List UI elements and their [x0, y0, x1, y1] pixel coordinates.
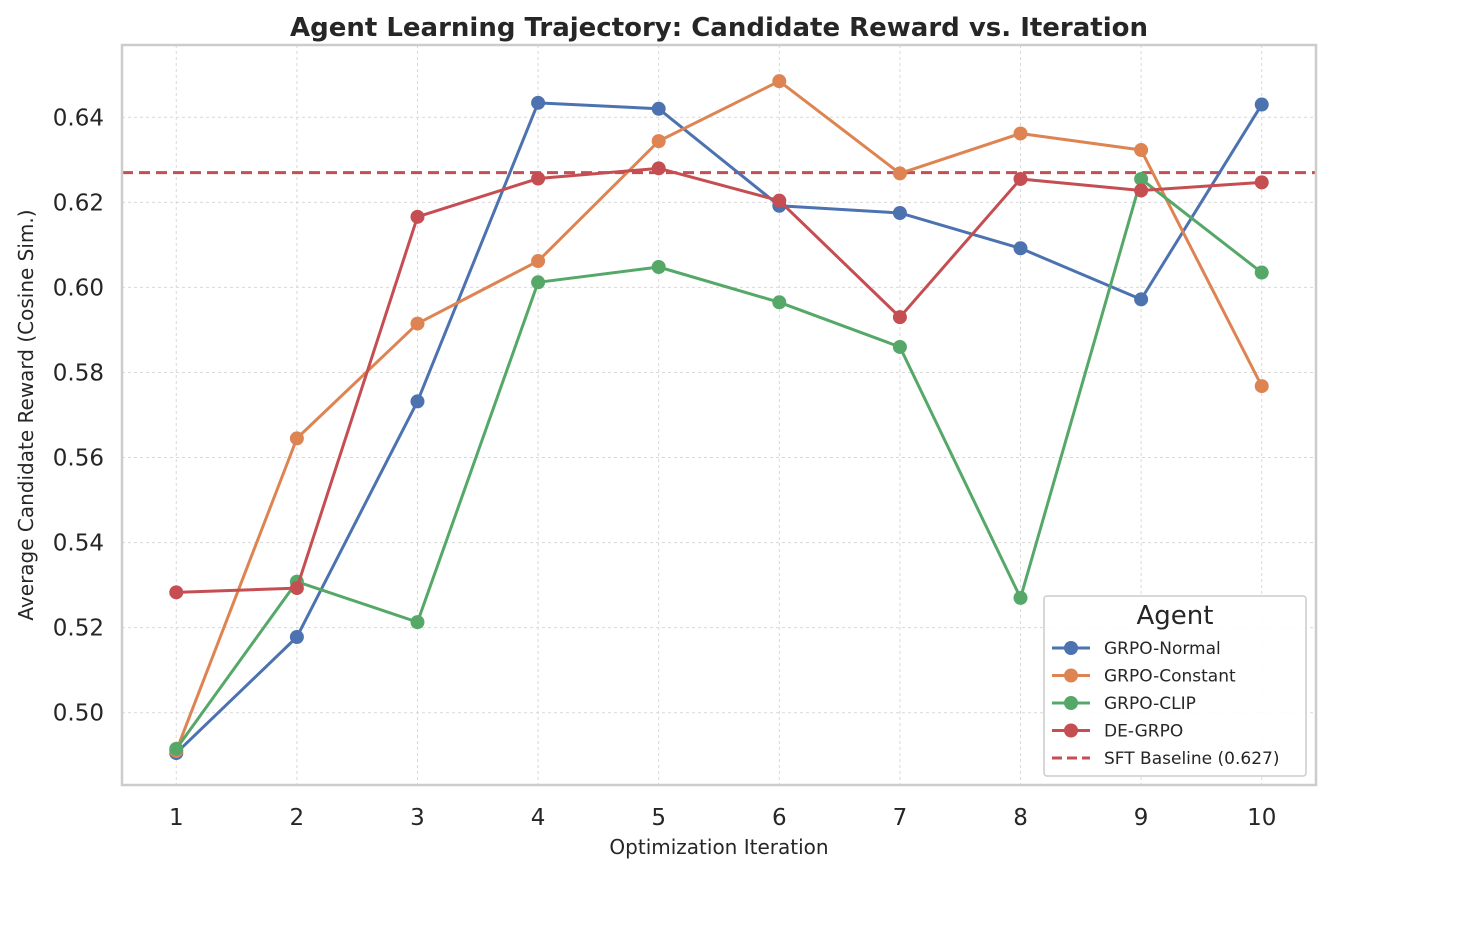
legend-label: SFT Baseline (0.627) [1104, 749, 1279, 769]
y-tick-label: 0.50 [53, 701, 104, 727]
series-grpo-normal [169, 95, 1269, 761]
data-point [169, 585, 184, 600]
series-line [175, 177, 1263, 750]
data-point [772, 74, 787, 89]
legend-label: GRPO-Normal [1104, 639, 1221, 659]
data-point [289, 630, 304, 644]
data-point [1013, 590, 1028, 605]
chart-title: Agent Learning Trajectory: Candidate Rew… [290, 13, 1148, 43]
data-point [1134, 183, 1149, 198]
x-tick-label: 4 [531, 805, 546, 831]
data-point [651, 134, 666, 149]
data-point [1013, 241, 1028, 256]
series-line [175, 101, 1264, 755]
data-point [1254, 97, 1269, 112]
x-tick-label: 6 [772, 805, 787, 831]
data-point [169, 741, 184, 756]
data-point [651, 101, 666, 116]
data-point [772, 295, 787, 310]
series-line [174, 79, 1264, 752]
x-tick-label: 3 [410, 805, 425, 831]
series-layer [169, 74, 1269, 761]
data-point [1134, 171, 1149, 186]
series-grpo-constant [169, 74, 1269, 758]
x-tick-label: 8 [1013, 805, 1028, 831]
x-tick-labels: 1 2 3 4 5 6 7 8 9 10 [169, 805, 1276, 831]
data-point [531, 254, 546, 269]
data-point [531, 95, 546, 110]
data-point [289, 431, 304, 446]
data-point [410, 394, 425, 409]
data-point [892, 205, 907, 220]
data-point [651, 161, 666, 176]
legend-swatch-marker [1064, 641, 1078, 655]
legend: Agent GRPO-Normal GRPO-Constant GRPO-CLIP D… [1043, 595, 1307, 777]
data-point [531, 171, 546, 186]
legend-label: GRPO-Constant [1104, 667, 1236, 687]
data-point [1254, 379, 1269, 394]
legend-box [1043, 595, 1307, 777]
y-tick-label: 0.62 [53, 190, 104, 216]
y-tick-label: 0.54 [53, 531, 104, 557]
data-point [289, 581, 304, 596]
plot-frame [120, 43, 1318, 787]
x-tick-label: 10 [1247, 805, 1276, 831]
data-point [1013, 171, 1028, 186]
y-tick-label: 0.56 [53, 446, 104, 472]
y-axis-label: Average Candidate Reward (Cosine Sim.) [14, 209, 38, 620]
data-point [772, 193, 787, 208]
legend-label: DE-GRPO [1104, 722, 1183, 742]
x-tick-label: 2 [290, 805, 305, 831]
legend-swatch-marker [1064, 723, 1078, 738]
data-point [531, 275, 546, 290]
data-point [1134, 292, 1149, 307]
y-tick-label: 0.52 [53, 616, 104, 642]
legend-swatch-marker [1064, 668, 1078, 683]
y-tick-label: 0.60 [53, 275, 104, 301]
series-de-grpo [169, 161, 1269, 600]
data-point [1134, 143, 1149, 158]
x-tick-label: 7 [893, 805, 908, 831]
legend-title: Agent [1137, 601, 1214, 631]
data-point [410, 316, 425, 331]
data-point [892, 310, 907, 325]
data-point [892, 339, 907, 354]
data-point [1254, 265, 1269, 280]
data-point [651, 260, 666, 274]
y-tick-label: 0.58 [53, 360, 104, 386]
data-point [892, 166, 907, 181]
grid [122, 45, 1316, 785]
legend-swatch-marker [1064, 696, 1078, 710]
x-tick-label: 1 [169, 805, 184, 831]
series-line [176, 166, 1262, 594]
data-point [1254, 175, 1269, 190]
data-point [410, 209, 425, 224]
x-axis-label: Optimization Iteration [609, 835, 828, 859]
y-tick-label: 0.64 [53, 105, 104, 131]
x-tick-label: 9 [1134, 805, 1149, 831]
x-tick-label: 5 [651, 805, 666, 831]
legend-label: GRPO-CLIP [1104, 694, 1196, 714]
data-point [410, 615, 425, 630]
data-point [1013, 126, 1028, 141]
y-tick-labels: 0.50 0.52 0.54 0.56 0.58 0.60 0.62 0.64 [53, 105, 104, 726]
